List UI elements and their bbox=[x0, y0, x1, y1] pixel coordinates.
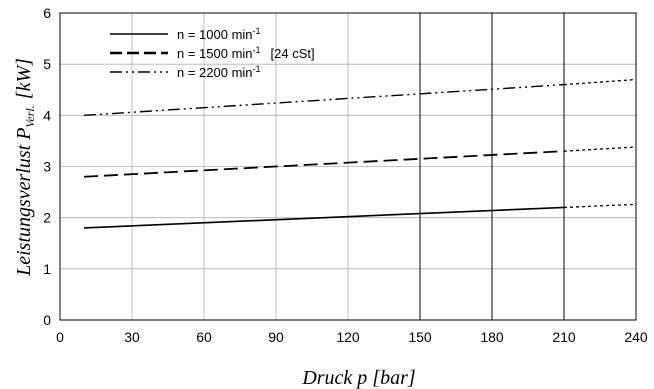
y-tick-label: 2 bbox=[43, 210, 51, 226]
series-extrapolation-2 bbox=[563, 146, 637, 152]
series-line-1 bbox=[83, 206, 565, 229]
y-axis-title: Leistungsverlust PVerl. [kW] bbox=[13, 58, 37, 277]
y-tick-label: 1 bbox=[43, 261, 51, 277]
x-tick-label: 240 bbox=[624, 329, 648, 345]
series-extrapolation-1 bbox=[563, 203, 637, 209]
y-axis-title-main: Leistungsverlust P bbox=[13, 128, 35, 277]
x-tick-labels: 0 30 60 90 120 150 180 210 240 bbox=[56, 329, 648, 345]
legend: n = 1000 min-1 n = 1500 min-1 [24 cSt] n = … bbox=[110, 26, 315, 80]
x-axis-title: Druck p [bar] bbox=[301, 367, 415, 389]
legend-label-3: n = 2200 min-1 bbox=[177, 64, 261, 80]
series-line-2 bbox=[83, 150, 565, 178]
x-tick-label: 180 bbox=[480, 329, 504, 345]
x-tick-label: 150 bbox=[408, 329, 432, 345]
legend-label-1: n = 1000 min-1 bbox=[177, 26, 261, 42]
y-tick-label: 6 bbox=[43, 5, 51, 21]
y-tick-label: 0 bbox=[43, 312, 51, 328]
x-tick-label: 210 bbox=[552, 329, 576, 345]
plot-frame bbox=[59, 12, 637, 321]
x-tick-label: 60 bbox=[196, 329, 212, 345]
y-tick-labels: 0 1 2 3 4 5 6 bbox=[43, 5, 51, 328]
x-tick-label: 0 bbox=[56, 329, 64, 345]
series-lines bbox=[83, 78, 637, 229]
y-axis-title-unit: [kW] bbox=[13, 58, 35, 99]
legend-label-2: n = 1500 min-1 [24 cSt] bbox=[177, 45, 315, 61]
y-axis-title-subscript: Verl. bbox=[23, 105, 37, 127]
x-tick-label: 30 bbox=[124, 329, 140, 345]
y-tick-label: 3 bbox=[43, 159, 51, 175]
y-tick-label: 5 bbox=[43, 56, 51, 72]
x-tick-label: 120 bbox=[336, 329, 360, 345]
x-tick-label: 90 bbox=[268, 329, 284, 345]
series-line-3 bbox=[83, 83, 565, 117]
marker-lines bbox=[419, 13, 565, 320]
y-tick-label: 4 bbox=[43, 107, 51, 123]
grid bbox=[59, 12, 637, 321]
series-extrapolation-3 bbox=[563, 78, 637, 86]
